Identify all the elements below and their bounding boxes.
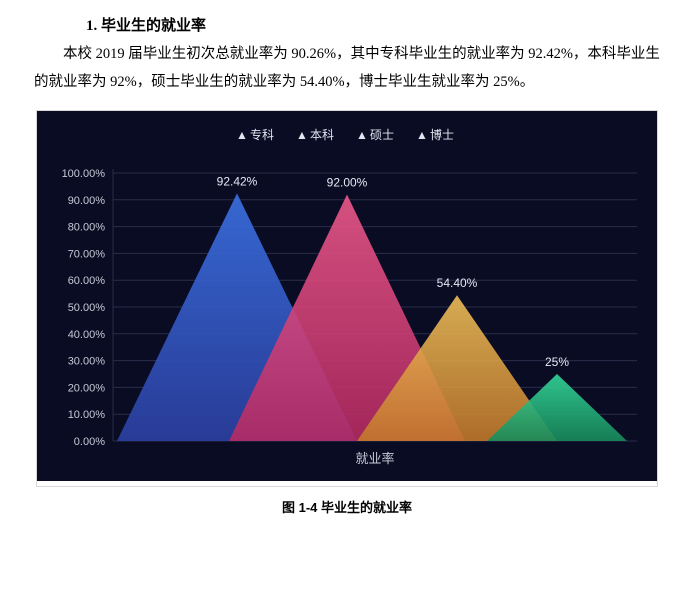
legend-item-label: 博士: [430, 127, 454, 142]
x-axis-title: 就业率: [355, 451, 394, 466]
section-heading: 1. 毕业生的就业率: [86, 14, 664, 35]
y-tick-label: 80.00%: [68, 222, 106, 234]
y-tick-label: 50.00%: [68, 302, 106, 314]
legend-item-label: 专科: [250, 127, 274, 142]
value-label: 92.42%: [217, 174, 258, 188]
y-tick-label: 0.00%: [74, 436, 105, 448]
legend-marker: ▲: [236, 128, 248, 142]
legend-marker: ▲: [416, 128, 428, 142]
employment-chart: 0.00% 10.00% 20.00% 30.00% 40.00% 50.00% 60.00…: [36, 110, 658, 487]
body-paragraph: 本校 2019 届毕业生初次总就业率为 90.26%，其中专科毕业生的就业率为 …: [34, 41, 660, 96]
figure-caption: 图 1-4 毕业生的就业率: [30, 497, 664, 516]
value-label: 54.40%: [437, 276, 478, 290]
y-tick-label: 40.00%: [68, 329, 106, 341]
y-tick-label: 20.00%: [68, 382, 106, 394]
y-tick-label: 90.00%: [68, 195, 106, 207]
legend-marker: ▲: [296, 128, 308, 142]
value-label: 25%: [545, 355, 569, 369]
value-label: 92.00%: [327, 176, 368, 190]
y-tick-label: 10.00%: [68, 409, 106, 421]
y-tick-label: 60.00%: [68, 275, 106, 287]
chart-svg: 0.00% 10.00% 20.00% 30.00% 40.00% 50.00% 60.00…: [37, 111, 657, 481]
y-tick-label: 30.00%: [68, 356, 106, 368]
y-tick-label: 70.00%: [68, 248, 106, 260]
y-tick-label: 100.00%: [62, 168, 106, 180]
legend-item-label: 本科: [310, 128, 334, 142]
document-page: 1. 毕业生的就业率 本校 2019 届毕业生初次总就业率为 90.26%，其中…: [0, 0, 694, 536]
legend-marker: ▲: [356, 128, 368, 142]
legend-item-label: 硕士: [370, 128, 394, 142]
